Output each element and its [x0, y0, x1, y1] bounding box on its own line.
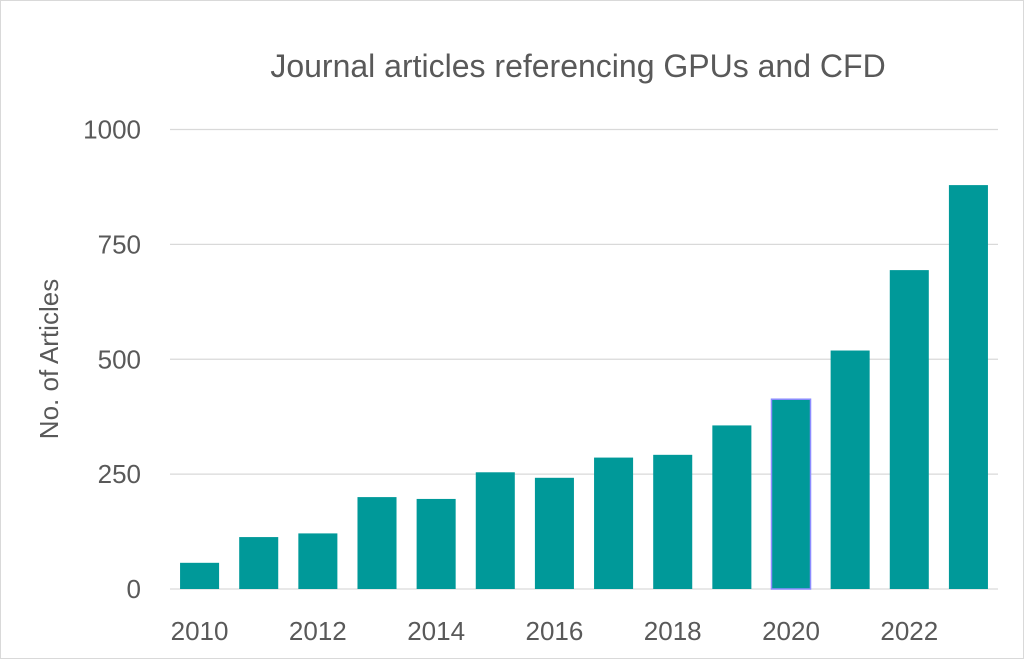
x-tick-label: 2018: [644, 616, 702, 646]
x-tick-label: 2022: [880, 616, 938, 646]
y-tick-label: 0: [127, 574, 141, 604]
bars: [180, 185, 988, 590]
bar-2023: [948, 185, 988, 590]
bar-2016: [534, 477, 574, 589]
y-axis-ticks: 0 250 500 750 1000: [83, 115, 141, 605]
bar-2018: [653, 454, 693, 589]
bar-2010: [180, 562, 220, 589]
bar-2015: [475, 472, 515, 589]
bar-2022: [889, 270, 929, 589]
y-tick-label: 1000: [83, 115, 141, 145]
y-tick-label: 250: [98, 459, 141, 489]
chart-title: Journal articles referencing GPUs and CF…: [270, 48, 885, 84]
y-tick-label: 500: [98, 344, 141, 374]
x-tick-label: 2014: [407, 616, 465, 646]
bar-2019: [712, 425, 752, 589]
bar-2012: [298, 533, 338, 589]
x-tick-label: 2012: [289, 616, 347, 646]
x-axis-ticks: 2010 2012 2014 2016 2018 2020 2022: [171, 616, 939, 646]
bar-2013: [357, 497, 397, 589]
bar-2011: [239, 537, 279, 589]
x-tick-label: 2020: [762, 616, 820, 646]
bar-2014: [416, 498, 456, 589]
bar-2017: [594, 457, 634, 589]
bar-2020: [770, 398, 812, 590]
y-axis-label: No. of Articles: [34, 279, 64, 439]
x-tick-label: 2010: [171, 616, 229, 646]
bar-2021: [830, 350, 870, 589]
y-tick-label: 750: [98, 229, 141, 259]
gridlines: [170, 128, 998, 590]
x-tick-label: 2016: [526, 616, 584, 646]
